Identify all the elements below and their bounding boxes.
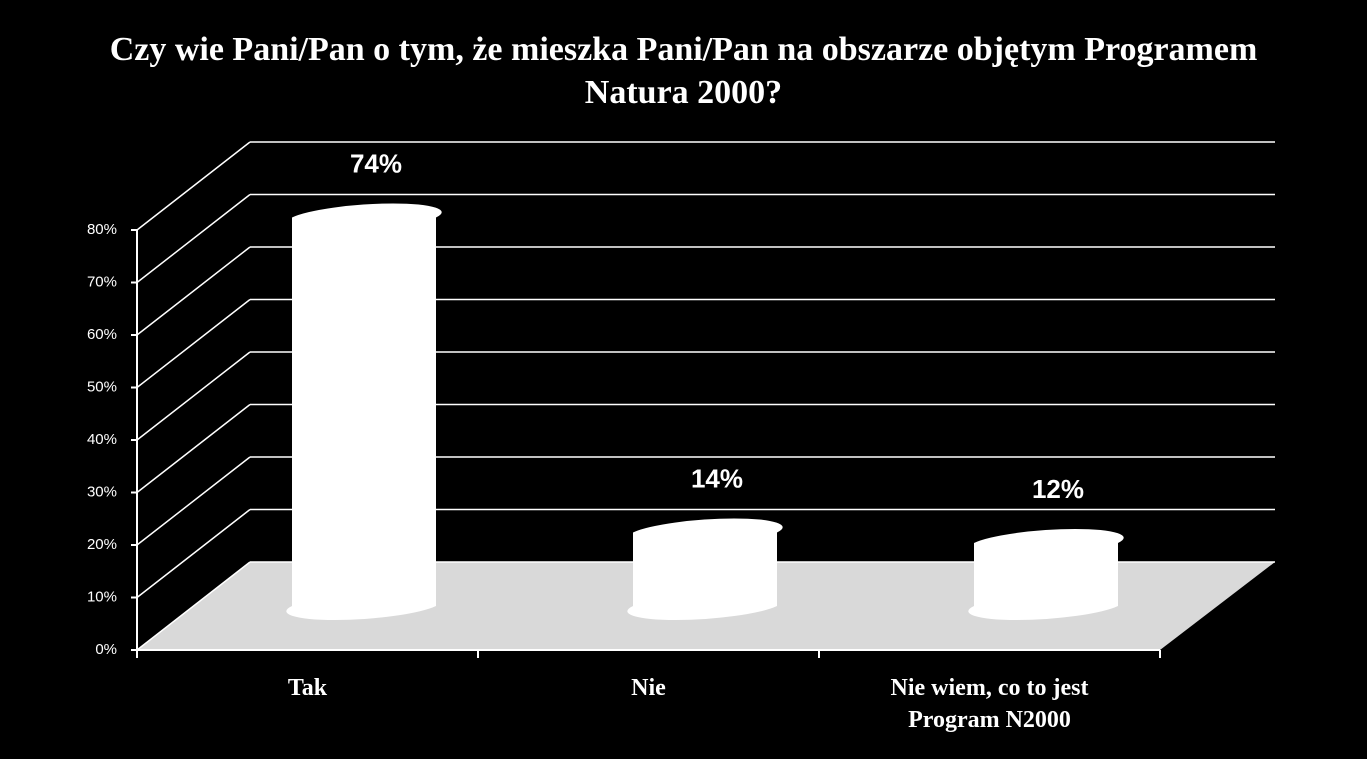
- bar-top: [633, 519, 777, 546]
- grid-line: [136, 456, 251, 546]
- grid-line: [136, 508, 251, 599]
- y-tick-label: 50%: [87, 378, 117, 395]
- chart-title: Czy wie Pani/Pan o tym, że mieszka Pani/…: [109, 31, 1258, 111]
- x-tick-label: Nie wiem, co to jest Program N2000: [890, 675, 1089, 733]
- y-tick-label: 40%: [87, 431, 117, 448]
- bar-top: [974, 530, 1118, 556]
- grid-line: [136, 403, 251, 494]
- value-label: 74%: [350, 148, 402, 178]
- bar-top: [292, 204, 436, 231]
- y-tick-label: 70%: [87, 273, 117, 290]
- y-tick-label: 80%: [87, 221, 117, 238]
- y-tick-label: 20%: [87, 536, 117, 553]
- y-tick-label: 10%: [87, 588, 117, 605]
- grid-line: [136, 246, 251, 336]
- value-label: 14%: [691, 463, 743, 493]
- y-tick-label: 0%: [95, 641, 117, 658]
- bar: [286, 203, 442, 621]
- y-tick-label: 60%: [87, 326, 117, 343]
- grid-line: [136, 351, 251, 441]
- grid-line: [136, 141, 251, 231]
- grid-line: [136, 561, 251, 651]
- value-label: 12%: [1032, 474, 1084, 504]
- y-tick-label: 30%: [87, 483, 117, 500]
- grid-line: [136, 298, 251, 389]
- x-tick-label: Tak: [287, 675, 328, 701]
- x-tick-label: Nie: [631, 675, 666, 701]
- grid-line: [136, 193, 251, 284]
